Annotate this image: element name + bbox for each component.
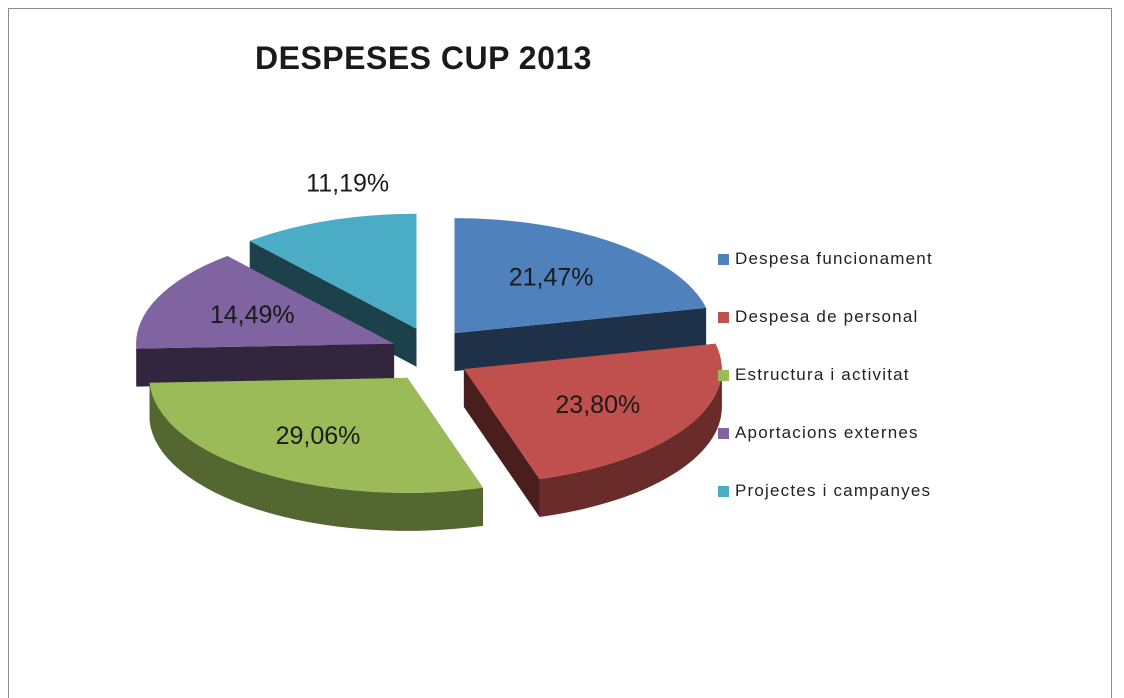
- slice-value-label-aportacions-externes: 14,49%: [210, 301, 295, 329]
- legend: Despesa funcionament Despesa de personal E…: [718, 230, 933, 520]
- chart-title: DESPESES CUP 2013: [255, 40, 592, 76]
- pie-slice-aportacions-externes: [136, 256, 395, 387]
- legend-label: Aportacions externes: [735, 423, 919, 442]
- legend-item-aportacions-externes: Aportacions externes: [718, 404, 933, 462]
- slice-value-label-estructura-i-activitat: 29,06%: [276, 422, 361, 450]
- legend-item-estructura-i-activitat: Estructura i activitat: [718, 346, 933, 404]
- legend-swatch: [718, 427, 729, 439]
- legend-swatch: [718, 485, 729, 497]
- legend-label: Estructura i activitat: [735, 365, 910, 384]
- pie-chart: 21,47% 23,80% 29,06% 14,49% 11,19%: [136, 170, 722, 531]
- pie-slice-despesa-de-personal: [463, 343, 722, 517]
- legend-label: Despesa funcionament: [735, 249, 933, 268]
- legend-label: Projectes i campanyes: [735, 481, 932, 500]
- legend-item-despesa-funcionament: Despesa funcionament: [718, 230, 933, 288]
- legend-swatch: [718, 253, 729, 265]
- slice-value-label-projectes-i-campanyes: 11,19%: [306, 170, 389, 198]
- legend-item-projectes-i-campanyes: Projectes i campanyes: [718, 462, 933, 520]
- legend-item-despesa-de-personal: Despesa de personal: [718, 288, 933, 346]
- legend-swatch: [718, 311, 729, 323]
- slice-value-label-despesa-de-personal: 23,80%: [555, 391, 640, 419]
- slice-value-label-despesa-funcionament: 21,47%: [509, 263, 594, 291]
- pie-slice-despesa-funcionament: [454, 218, 707, 372]
- legend-label: Despesa de personal: [735, 307, 919, 326]
- pie-slice-estructura-i-activitat: [149, 377, 483, 531]
- legend-swatch: [718, 369, 729, 381]
